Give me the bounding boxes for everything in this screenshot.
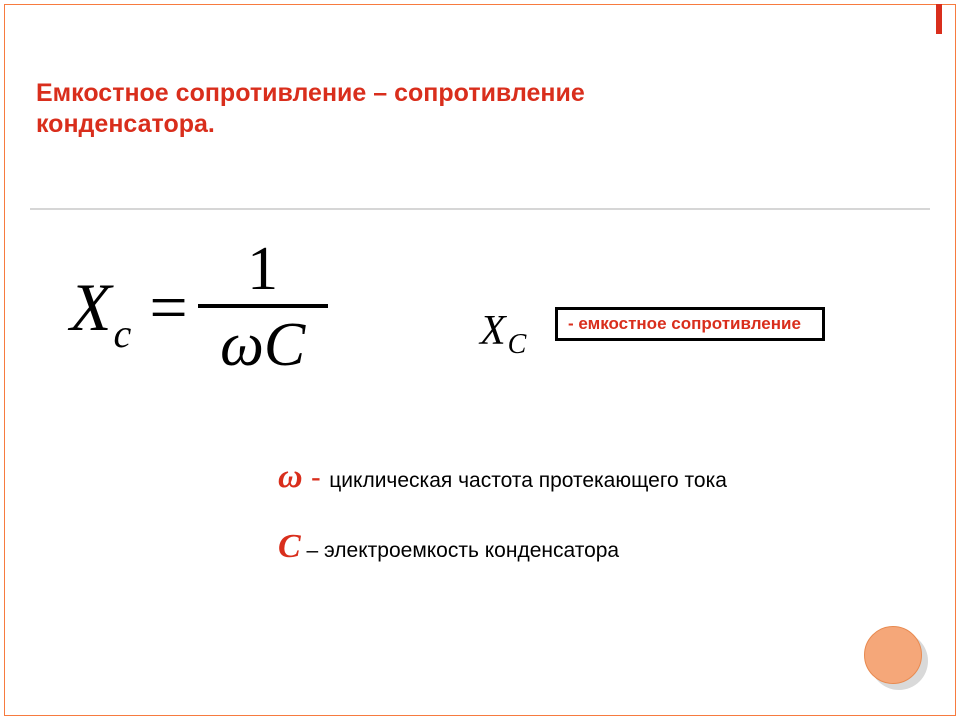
xc-symbol: X C <box>480 307 526 355</box>
formula-fraction: 1 ωC <box>198 238 328 376</box>
formula-equals: = <box>149 268 187 347</box>
accent-mark <box>936 4 942 34</box>
slide-title: Емкостное сопротивление – сопротивление … <box>36 78 736 141</box>
definition-box: - емкостное сопротивление <box>555 307 825 341</box>
formula-sub-c: c <box>114 310 132 357</box>
def-omega-dash: - <box>303 461 330 494</box>
formula-main: X c = 1 ωC <box>70 238 328 376</box>
xc-var: X <box>480 307 506 355</box>
formula-fraction-bar <box>198 304 328 308</box>
divider-line <box>30 208 930 210</box>
definition-box-text: - емкостное сопротивление <box>568 314 801 333</box>
circle-main <box>864 626 922 684</box>
def-omega-symbol: ω <box>278 458 303 495</box>
formula-numerator: 1 <box>247 238 278 302</box>
def-c-dash: – <box>301 539 324 562</box>
decorative-circle-icon <box>864 626 928 690</box>
def-c-text: электроемкость конденсатора <box>324 539 619 562</box>
variable-definitions: ω - циклическая частота протекающего ток… <box>278 455 798 569</box>
def-c-row: C – электроемкость конденсатора <box>278 525 798 569</box>
xc-sub: C <box>508 329 527 361</box>
def-omega-text: циклическая частота протекающего тока <box>329 469 727 492</box>
def-omega-row: ω - циклическая частота протекающего ток… <box>278 455 798 499</box>
formula-den-c: C <box>264 311 305 379</box>
formula-denominator: ωC <box>220 314 305 376</box>
formula-den-omega: ω <box>220 311 264 379</box>
formula-var-x: X <box>70 268 112 347</box>
def-c-symbol: C <box>278 528 301 565</box>
